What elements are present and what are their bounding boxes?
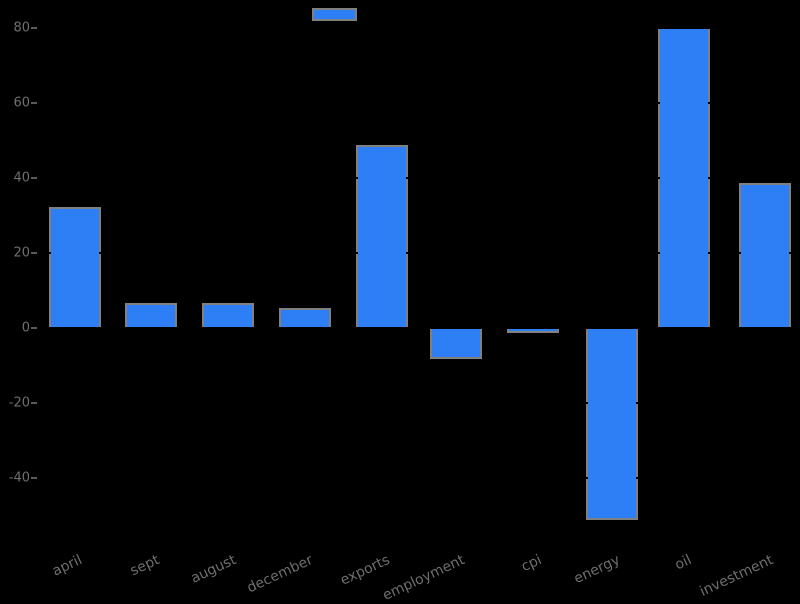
bar-fill bbox=[588, 329, 636, 519]
gridline bbox=[39, 27, 795, 29]
y-tick-label: -20 bbox=[8, 395, 30, 411]
y-tick-mark bbox=[31, 177, 37, 179]
bar bbox=[356, 145, 408, 329]
y-tick-label: 0 bbox=[21, 320, 30, 336]
bar bbox=[48, 207, 101, 329]
bar-fill bbox=[204, 304, 252, 327]
bar-fill bbox=[127, 304, 175, 327]
legend-swatch bbox=[312, 8, 357, 21]
bar-fill bbox=[358, 147, 406, 327]
bar-fill bbox=[659, 29, 708, 327]
chart-legend bbox=[312, 8, 363, 21]
x-tick-label: august bbox=[188, 552, 239, 587]
gridline bbox=[39, 177, 795, 179]
bar bbox=[430, 327, 482, 359]
x-tick-label: oil bbox=[672, 552, 695, 574]
bar bbox=[507, 327, 559, 333]
y-tick-mark bbox=[31, 102, 37, 104]
y-tick-mark bbox=[31, 477, 37, 479]
gridline bbox=[39, 102, 795, 104]
x-tick-label: december bbox=[244, 552, 316, 597]
y-tick-mark bbox=[31, 402, 37, 404]
bar bbox=[279, 308, 331, 329]
x-tick-label: employment bbox=[379, 552, 467, 604]
x-tick-label: energy bbox=[571, 552, 623, 588]
y-tick-mark bbox=[31, 327, 37, 329]
x-tick-label: april bbox=[50, 552, 86, 580]
x-tick-label: exports bbox=[338, 552, 393, 589]
y-tick-label: 20 bbox=[13, 245, 30, 261]
y-tick-label: 40 bbox=[13, 170, 30, 186]
bar-fill bbox=[741, 184, 789, 327]
gridline bbox=[39, 252, 795, 254]
bar-fill bbox=[50, 209, 99, 327]
bar bbox=[586, 327, 638, 521]
y-tick-mark bbox=[31, 27, 37, 29]
bar bbox=[657, 27, 710, 329]
y-tick-mark bbox=[31, 252, 37, 254]
bar-fill bbox=[509, 329, 557, 331]
gridline bbox=[39, 327, 795, 329]
bar bbox=[125, 302, 177, 329]
y-tick-label: -40 bbox=[8, 470, 30, 486]
x-tick-label: cpi bbox=[518, 552, 544, 576]
x-tick-label: sept bbox=[127, 552, 162, 580]
x-tick-label: investment bbox=[697, 552, 776, 600]
bar-fill bbox=[432, 329, 480, 357]
bar bbox=[739, 182, 791, 329]
gridline bbox=[39, 402, 795, 404]
gridline bbox=[39, 477, 795, 479]
bar-fill bbox=[281, 310, 329, 327]
bar bbox=[202, 302, 254, 329]
y-tick-label: 80 bbox=[13, 20, 30, 36]
y-tick-label: 60 bbox=[13, 95, 30, 111]
